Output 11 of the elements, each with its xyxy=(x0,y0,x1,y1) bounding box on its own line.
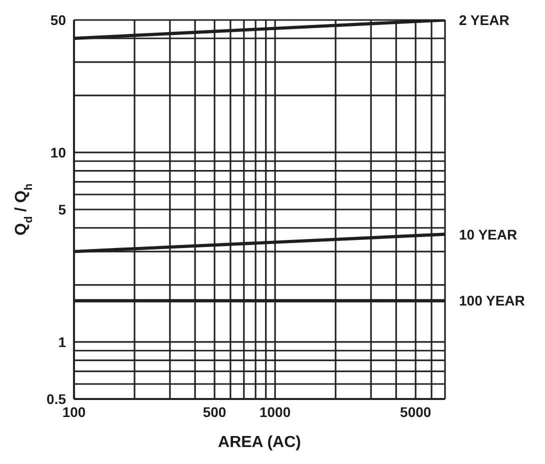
x-tick-label: 5000 xyxy=(400,404,432,420)
x-tick-label: 1000 xyxy=(259,404,291,420)
series-label: 10 YEAR xyxy=(459,226,518,242)
series-label: 100 YEAR xyxy=(459,292,525,309)
x-axis-title: AREA (AC) xyxy=(218,434,301,451)
y-tick-label: 50 xyxy=(50,12,66,28)
series-label: 2 YEAR xyxy=(459,12,510,28)
x-tick-label: 500 xyxy=(202,404,226,420)
y-tick-label: 10 xyxy=(50,144,66,160)
y-tick-label: 5 xyxy=(58,201,66,218)
y-tick-label: 1 xyxy=(58,334,66,350)
